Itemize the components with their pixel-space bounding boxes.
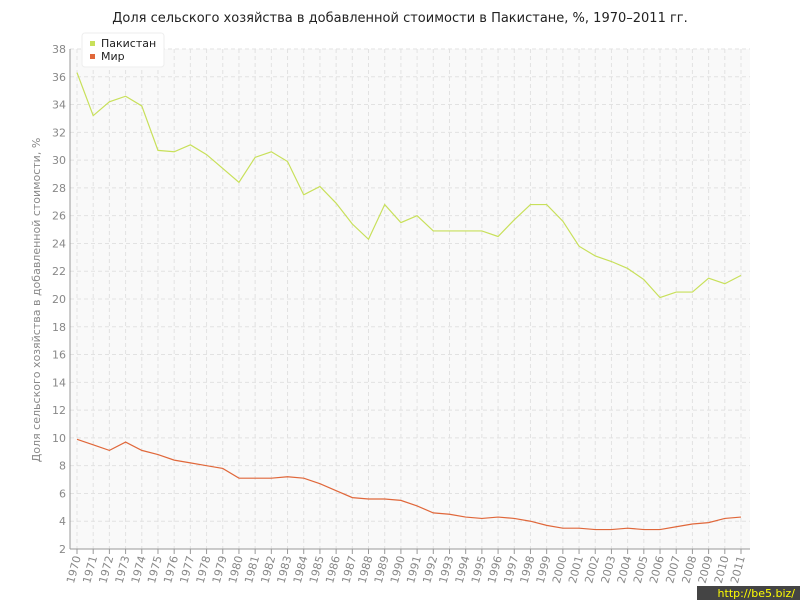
y-tick-label: 32 xyxy=(52,126,66,139)
chart-title: Доля сельского хозяйства в добавленной с… xyxy=(112,11,688,26)
y-tick-label: 30 xyxy=(52,154,66,167)
legend-label: Пакистан xyxy=(101,37,156,50)
y-tick-label: 8 xyxy=(59,460,66,473)
y-tick-label: 12 xyxy=(52,404,66,417)
y-tick-label: 10 xyxy=(52,432,66,445)
y-tick-label: 38 xyxy=(52,43,66,56)
y-tick-label: 18 xyxy=(52,321,66,334)
y-tick-label: 4 xyxy=(59,515,66,528)
line-series xyxy=(76,72,742,299)
y-tick-label: 20 xyxy=(52,293,66,306)
y-tick-label: 22 xyxy=(52,265,66,278)
y-tick-label: 6 xyxy=(59,487,66,500)
y-tick-label: 36 xyxy=(52,71,66,84)
y-tick-label: 24 xyxy=(52,237,66,250)
y-axis-label: Доля сельского хозяйства в добавленной с… xyxy=(30,138,43,463)
watermark: http://be5.biz/ xyxy=(718,587,796,600)
legend-swatch xyxy=(90,54,95,59)
y-tick-label: 26 xyxy=(52,210,66,223)
y-tick-label: 2 xyxy=(59,543,66,556)
y-tick-label: 34 xyxy=(52,99,66,112)
y-tick-label: 16 xyxy=(52,349,66,362)
legend-swatch xyxy=(90,41,95,46)
y-tick-label: 28 xyxy=(52,182,66,195)
y-tick-label: 14 xyxy=(52,376,66,389)
line-series xyxy=(76,438,742,531)
watermark-box xyxy=(697,586,800,600)
legend-label: Мир xyxy=(101,50,125,63)
legend-box xyxy=(81,32,165,68)
